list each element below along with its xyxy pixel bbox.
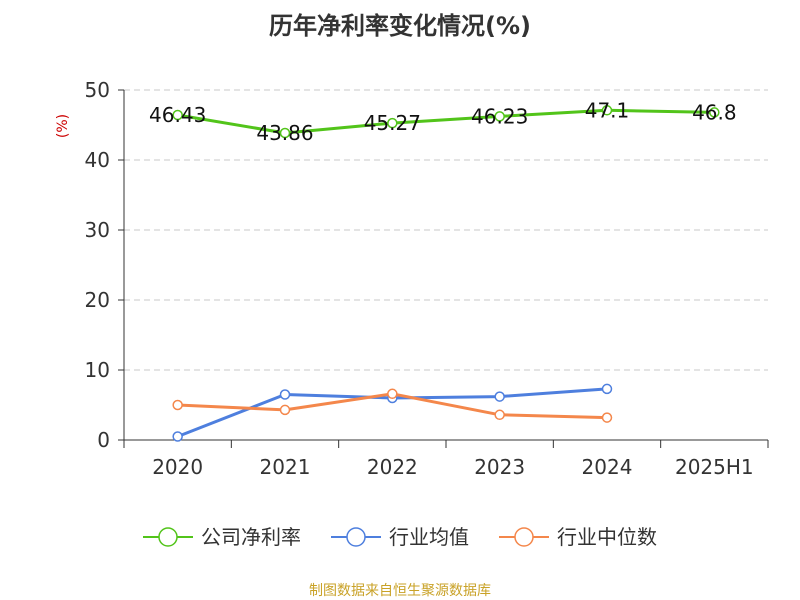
x-tick-label: 2023 [474,455,525,479]
data-point [494,409,505,421]
data-label: 46.43 [149,103,206,127]
data-label: 46.23 [471,104,528,128]
y-tick-label: 40 [85,148,110,172]
data-point [494,391,505,402]
data-point [279,127,291,139]
data-point [387,388,398,400]
data-point [601,412,613,423]
x-tick-label: 2025H1 [675,455,754,479]
data-point [172,109,183,121]
data-label: 43.86 [256,121,313,145]
x-tick-label: 2022 [367,455,418,479]
legend: 公司净利率 行业均值 行业中位数 [143,525,657,549]
y-tick-label: 30 [85,218,110,242]
data-point [387,117,398,129]
x-tick-label: 2021 [260,455,311,479]
data-labels: 46.43 43.86 45.27 46.23 47.1 46.8 [149,98,737,145]
data-label: 46.8 [692,100,737,124]
legend-item: 公司净利率 [143,525,301,549]
data-point [279,389,291,400]
series-lines [172,105,720,442]
legend-marker [346,527,366,547]
series-2 [172,388,613,423]
grid-lines [124,89,768,371]
data-point [709,107,720,118]
data-point [279,404,291,416]
legend-marker [514,527,534,547]
axes: 0 10 20 30 40 50 2020 2021 2022 2023 2024 2025H1 [85,78,769,479]
legend-label: 公司净利率 [201,525,301,549]
y-tick-label: 50 [85,78,110,102]
y-tick-label: 0 [97,428,110,452]
data-point [172,399,183,411]
y-unit-label: (%) [55,114,71,138]
chart-title: 历年净利率变化情况(%) [269,12,531,40]
x-tick-label: 2020 [152,455,203,479]
y-tick-label: 10 [85,358,110,382]
series-0 [172,105,720,139]
source-note: 制图数据来自恒生聚源数据库 [309,583,491,599]
legend-label: 行业均值 [389,525,469,549]
legend-item: 行业中位数 [499,525,657,549]
series-line [177,108,715,135]
data-label: 45.27 [364,111,421,135]
data-point [494,111,505,122]
data-label: 47.1 [585,98,630,122]
y-tick-label: 20 [85,288,110,312]
legend-item: 行业均值 [331,525,469,549]
data-point [601,105,613,116]
x-tick-label: 2024 [582,455,633,479]
data-point [172,431,183,442]
legend-label: 行业中位数 [557,525,657,549]
legend-marker [158,527,178,547]
data-point [601,383,613,395]
